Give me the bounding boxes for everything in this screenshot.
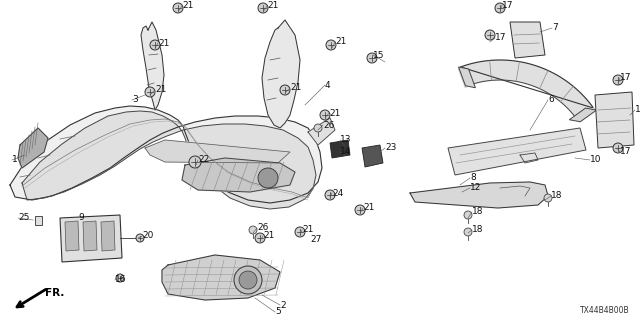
Text: 21: 21 bbox=[263, 231, 275, 241]
Polygon shape bbox=[569, 108, 596, 122]
Text: 21: 21 bbox=[290, 84, 301, 92]
Polygon shape bbox=[101, 221, 115, 251]
Circle shape bbox=[464, 228, 472, 236]
Polygon shape bbox=[22, 111, 316, 209]
Text: 21: 21 bbox=[335, 37, 346, 46]
Polygon shape bbox=[10, 106, 322, 203]
Circle shape bbox=[249, 226, 257, 234]
Text: 27: 27 bbox=[310, 236, 321, 244]
Polygon shape bbox=[330, 140, 350, 158]
Polygon shape bbox=[182, 158, 295, 192]
Polygon shape bbox=[362, 145, 383, 167]
Text: 14: 14 bbox=[340, 148, 351, 156]
Text: 13: 13 bbox=[340, 135, 351, 145]
Text: 1: 1 bbox=[12, 156, 18, 164]
Text: 21: 21 bbox=[329, 108, 340, 117]
Circle shape bbox=[325, 190, 335, 200]
Polygon shape bbox=[162, 255, 280, 300]
Text: 18: 18 bbox=[472, 226, 483, 235]
Text: 8: 8 bbox=[470, 173, 476, 182]
Circle shape bbox=[239, 271, 257, 289]
Text: 15: 15 bbox=[373, 51, 385, 60]
Text: 17: 17 bbox=[495, 34, 506, 43]
Circle shape bbox=[255, 233, 265, 243]
Circle shape bbox=[189, 156, 201, 168]
Circle shape bbox=[320, 110, 330, 120]
Polygon shape bbox=[410, 182, 548, 208]
Text: 10: 10 bbox=[590, 156, 602, 164]
Polygon shape bbox=[83, 221, 97, 251]
Text: 18: 18 bbox=[551, 191, 563, 201]
Polygon shape bbox=[448, 128, 586, 175]
Polygon shape bbox=[308, 118, 335, 145]
Text: 21: 21 bbox=[158, 38, 170, 47]
Text: 4: 4 bbox=[325, 81, 331, 90]
Text: 26: 26 bbox=[257, 223, 268, 233]
Circle shape bbox=[367, 53, 377, 63]
Circle shape bbox=[295, 227, 305, 237]
Text: 21: 21 bbox=[267, 2, 278, 11]
Text: TX44B4B00B: TX44B4B00B bbox=[580, 306, 630, 315]
Text: 5: 5 bbox=[275, 308, 281, 316]
Text: 7: 7 bbox=[552, 23, 557, 33]
Text: 21: 21 bbox=[182, 2, 193, 11]
Circle shape bbox=[464, 211, 472, 219]
Text: 18: 18 bbox=[472, 207, 483, 217]
Circle shape bbox=[234, 266, 262, 294]
Polygon shape bbox=[510, 22, 545, 58]
Text: 17: 17 bbox=[620, 148, 632, 156]
Text: 23: 23 bbox=[385, 143, 396, 153]
Circle shape bbox=[544, 194, 552, 202]
Text: 2: 2 bbox=[280, 300, 285, 309]
Polygon shape bbox=[461, 60, 593, 120]
Circle shape bbox=[116, 274, 124, 282]
Polygon shape bbox=[459, 67, 467, 88]
Polygon shape bbox=[262, 20, 300, 128]
Polygon shape bbox=[145, 140, 290, 163]
Circle shape bbox=[495, 3, 505, 13]
Text: 24: 24 bbox=[332, 188, 343, 197]
Text: FR.: FR. bbox=[45, 288, 65, 298]
Text: 22: 22 bbox=[198, 156, 209, 164]
Polygon shape bbox=[459, 67, 476, 88]
Text: 3: 3 bbox=[132, 95, 138, 105]
Text: 25: 25 bbox=[18, 213, 29, 222]
Circle shape bbox=[258, 168, 278, 188]
Circle shape bbox=[314, 124, 322, 132]
Circle shape bbox=[355, 205, 365, 215]
Circle shape bbox=[136, 234, 144, 242]
Text: 6: 6 bbox=[548, 95, 554, 105]
Circle shape bbox=[485, 30, 495, 40]
Polygon shape bbox=[18, 128, 48, 168]
Text: 9: 9 bbox=[78, 213, 84, 222]
Text: 17: 17 bbox=[620, 74, 632, 83]
Text: 21: 21 bbox=[302, 226, 314, 235]
Polygon shape bbox=[35, 216, 42, 225]
Text: 17: 17 bbox=[502, 1, 513, 10]
Circle shape bbox=[613, 75, 623, 85]
Circle shape bbox=[145, 87, 155, 97]
Circle shape bbox=[258, 3, 268, 13]
Circle shape bbox=[280, 85, 290, 95]
Text: 20: 20 bbox=[142, 231, 154, 241]
Text: 12: 12 bbox=[470, 183, 481, 193]
Circle shape bbox=[613, 143, 623, 153]
Text: 26: 26 bbox=[323, 121, 334, 130]
Circle shape bbox=[173, 3, 183, 13]
Text: 21: 21 bbox=[155, 85, 166, 94]
Polygon shape bbox=[595, 92, 634, 148]
Polygon shape bbox=[577, 108, 596, 122]
Text: 11: 11 bbox=[635, 106, 640, 115]
Circle shape bbox=[326, 40, 336, 50]
Circle shape bbox=[150, 40, 160, 50]
Text: 16: 16 bbox=[115, 276, 127, 284]
Polygon shape bbox=[141, 22, 164, 110]
Polygon shape bbox=[60, 215, 122, 262]
Polygon shape bbox=[65, 221, 79, 251]
Text: 21: 21 bbox=[363, 204, 374, 212]
